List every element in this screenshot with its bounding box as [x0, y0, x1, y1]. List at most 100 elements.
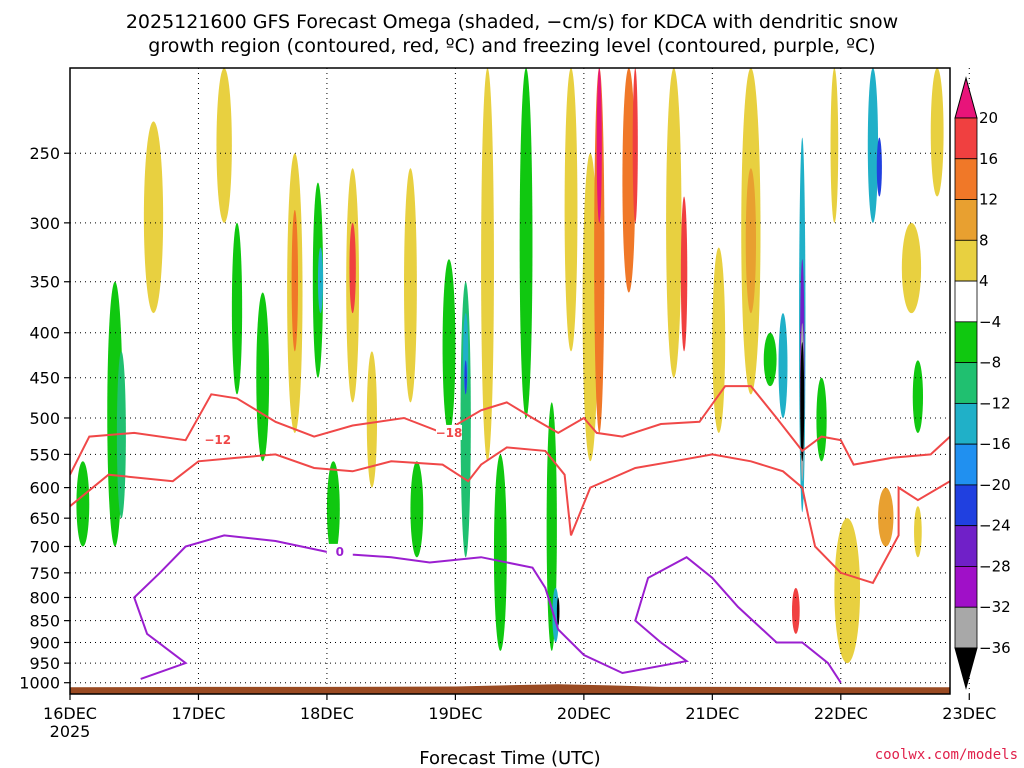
time-axis: 16DEC 17DEC 18DEC 19DEC 20DEC 21DEC 22DEC 23DEC…: [43, 694, 996, 741]
colorbar-bin-5: [954, 280, 978, 323]
xtick-label-22DEC: 22DEC: [814, 704, 868, 723]
omega-shade-5: [231, 222, 243, 395]
omega-shade-32: [632, 68, 638, 223]
contour-label-bg-dgz_minus12: [204, 432, 231, 448]
xtick-label-21DEC: 21DEC: [685, 704, 739, 723]
colorbar-tick-2: 12: [979, 191, 998, 209]
contour-dgz_minus12: [70, 385, 950, 476]
contour-label-bg-freezing_0: [326, 543, 353, 559]
ytick-label-550: 550: [29, 445, 60, 464]
ytick-label-950: 950: [29, 654, 60, 673]
colorbar-top-arrow: [954, 76, 978, 119]
ytick-label-600: 600: [29, 479, 60, 498]
omega-shade-51: [912, 360, 924, 433]
colorbar-bin-4: [954, 239, 978, 282]
colorbar-tick-5: −4: [979, 313, 1001, 331]
omega-shade-0: [76, 461, 90, 547]
colorbar-tick-3: 8: [979, 231, 989, 249]
omega-shade-22: [493, 454, 507, 651]
colorbar-tick-13: −36: [979, 639, 1011, 657]
omega-shade-26: [556, 597, 560, 626]
grid-lines: [69, 68, 970, 694]
colorbar-tick-7: −12: [979, 394, 1011, 412]
omega-shade-38: [763, 332, 777, 387]
omega-shade-15: [404, 168, 417, 403]
x-axis-label: Forecast Time (UTC): [419, 748, 600, 768]
omega-shading-layer: [76, 68, 944, 664]
chart-title-line-2: growth region (contoured, red, ºC) and f…: [148, 35, 875, 57]
credit-text: coolwx.com/models: [875, 747, 1018, 763]
colorbar-bin-11: [954, 525, 978, 567]
omega-shade-47: [867, 68, 879, 223]
omega-shade-11: [326, 461, 340, 558]
colorbar-tick-12: −32: [979, 598, 1011, 616]
colorbar-bin-12: [954, 566, 978, 608]
omega-shade-24: [546, 402, 557, 651]
omega-shade-50: [834, 518, 861, 664]
ytick-label-650: 650: [29, 509, 60, 528]
omega-shade-33: [666, 68, 682, 378]
colorbar-tick-8: −16: [979, 435, 1011, 453]
omega-shade-46: [830, 68, 839, 223]
temperature-contours: −12 −18 0: [70, 385, 950, 684]
omega-shade-23: [519, 68, 533, 418]
colorbar-tick-11: −28: [979, 557, 1011, 575]
colorbar-bin-2: [954, 158, 978, 200]
ground-surface: [70, 684, 950, 694]
omega-shade-44: [791, 587, 800, 634]
ytick-label-500: 500: [29, 409, 60, 428]
colorbar-tick-6: −8: [979, 354, 1001, 372]
ytick-label-450: 450: [29, 369, 60, 388]
ytick-label-900: 900: [29, 633, 60, 652]
colorbar-bin-8: [954, 402, 978, 445]
omega-shade-10: [317, 247, 324, 314]
contour-label-bg-dgz_minus18: [435, 424, 462, 440]
chart-title-line-1: 2025121600 GFS Forecast Omega (shaded, −…: [126, 11, 898, 33]
omega-shade-16: [410, 461, 424, 558]
contour-label-dgz_minus12: −12: [204, 433, 231, 447]
xtick-label-23DEC: 23DEC: [942, 704, 996, 723]
omega-shade-34: [680, 196, 688, 352]
ytick-label-400: 400: [29, 324, 60, 343]
ytick-label-300: 300: [29, 214, 60, 233]
xtick-year-label: 2025: [50, 722, 91, 741]
colorbar-bin-7: [954, 362, 978, 404]
omega-shade-14: [366, 351, 378, 488]
contour-label-freezing_0: 0: [336, 545, 344, 559]
omega-shade-4: [216, 68, 232, 223]
ytick-label-1000: 1000: [19, 674, 60, 693]
colorbar-bin-3: [954, 199, 978, 241]
colorbar-tick-1: 16: [979, 150, 998, 168]
colorbar-tick-9: −20: [979, 476, 1011, 494]
ytick-label-250: 250: [29, 144, 60, 163]
colorbar: 20 16 12 8 4 −4 −8 −12 −16 −20 −24 −28 −32 −36: [954, 76, 1011, 690]
pressure-axis: 250 300 350 400 450 500 550 600 650 700 750 800 850 9…: [19, 144, 70, 693]
ytick-label-700: 700: [29, 537, 60, 556]
xtick-label-16DEC: 16DEC: [43, 704, 97, 723]
omega-shade-53: [901, 222, 922, 314]
ytick-label-750: 750: [29, 564, 60, 583]
xtick-label-19DEC: 19DEC: [428, 704, 482, 723]
omega-shade-19: [463, 313, 469, 395]
omega-shade-28: [582, 153, 599, 462]
colorbar-bin-1: [954, 117, 978, 160]
colorbar-bin-6: [954, 321, 978, 364]
colorbar-tick-0: 20: [979, 109, 998, 127]
xtick-label-17DEC: 17DEC: [171, 704, 225, 723]
omega-shade-27: [564, 68, 578, 352]
omega-shade-45: [816, 377, 827, 462]
xtick-label-20DEC: 20DEC: [557, 704, 611, 723]
omega-shade-6: [256, 292, 270, 462]
omega-shade-8: [291, 209, 299, 352]
colorbar-bin-9: [954, 443, 978, 486]
omega-shade-3: [143, 121, 164, 314]
omega-shade-54: [914, 506, 922, 558]
omega-shade-30: [596, 68, 602, 223]
contour-dgz_minus18: [70, 446, 950, 585]
omega-shade-13: [349, 222, 356, 314]
contour-freezing_0: [133, 534, 842, 684]
colorbar-bottom-arrow: [954, 647, 978, 690]
omega-shade-21: [481, 68, 494, 462]
contour-label-dgz_minus18: −18: [436, 426, 463, 440]
